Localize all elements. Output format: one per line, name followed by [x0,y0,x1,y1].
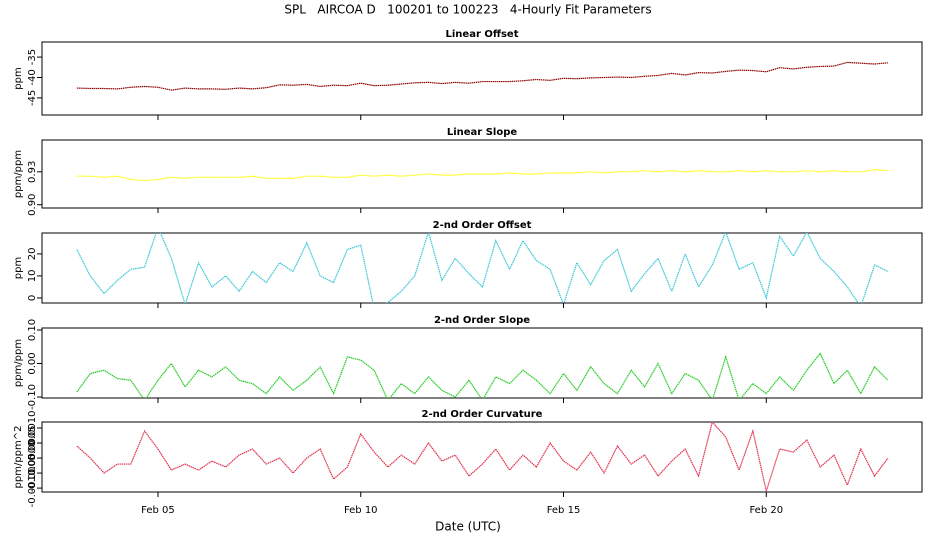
panel-title: 2-nd Order Slope [434,315,530,326]
panel-frame [41,232,923,304]
y-tick-label: 0.0000 [27,441,38,476]
y-tick-label: -0.0010 [27,469,38,508]
y-tick-label: 0.00 [27,352,38,374]
y-tick-label: 10 [27,270,38,283]
data-line [76,422,889,492]
x-tick-label: Feb 05 [141,505,175,516]
y-tick-label: 0.0010 [27,411,38,446]
panel-frame [41,327,923,399]
y-axis-label: ppm [13,257,24,279]
y-tick-label: -40 [27,69,38,85]
y-axis-label: ppm [13,67,24,89]
y-axis-label: ppm/ppm [13,150,24,198]
panel-title: 2-nd Order Offset [433,220,532,231]
panel-title: Linear Slope [447,127,518,138]
panel-frame [41,41,923,116]
y-tick-label: -0.10 [27,384,38,410]
y-tick-label: -45 [27,90,38,106]
y-axis-label: ppm/ppm [13,339,24,387]
data-line [76,352,889,398]
y-tick-label: 0.10 [27,319,38,341]
panel-frame [41,139,923,209]
panel-title: 2-nd Order Curvature [422,409,543,420]
chart-title: SPL AIRCOA D 100201 to 100223 4-Hourly F… [284,3,651,17]
y-tick-label: 0.90 [27,194,38,216]
data-line [76,169,888,182]
x-axis-label: Date (UTC) [435,520,501,534]
y-tick-label: 0 [27,295,38,301]
x-tick-label: Feb 20 [749,505,783,516]
x-tick-label: Feb 10 [344,505,378,516]
y-axis-label: ppm/ppm^2 [13,426,24,489]
panel-frame [41,421,923,493]
x-tick-label: Feb 15 [547,505,581,516]
panel-title: Linear Offset [446,29,519,40]
y-tick-label: 0.0005 [27,426,38,461]
y-tick-label: 20 [27,248,38,261]
data-line [76,233,889,303]
data-line [76,61,888,91]
y-tick-label: -0.0005 [27,454,38,493]
y-tick-label: 0.93 [27,161,38,183]
y-tick-label: -35 [27,49,38,65]
